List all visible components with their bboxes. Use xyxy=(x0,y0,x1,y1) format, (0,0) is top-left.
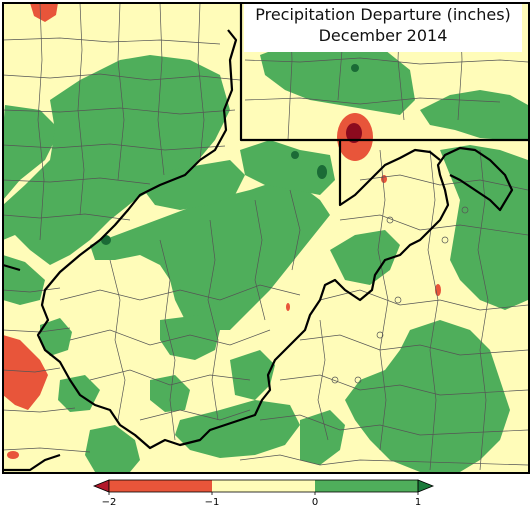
map-title: Precipitation Departure (inches) xyxy=(255,5,511,24)
above-normal-areas xyxy=(3,40,528,472)
colorbar-under-triangle xyxy=(92,479,110,493)
county-lines xyxy=(2,2,529,471)
map-frame xyxy=(2,2,530,474)
colorbar-tick-label: −2 xyxy=(101,497,117,508)
map-title-box: Precipitation Departure (inches) Decembe… xyxy=(244,4,522,52)
colorbar xyxy=(92,479,435,495)
colorbar-frame xyxy=(108,479,419,493)
colorbar-bin-2 xyxy=(315,480,418,492)
colorbar-tick-label: 0 xyxy=(311,497,319,508)
map-subtitle: December 2014 xyxy=(318,26,448,45)
colorbar-tick-label: −1 xyxy=(204,497,220,508)
below-normal-areas xyxy=(3,3,441,459)
colorbar-tick-label: 1 xyxy=(414,497,422,508)
colorbar-bin-0 xyxy=(109,480,212,492)
well-above-normal-areas xyxy=(101,64,359,245)
colorbar-over-triangle xyxy=(417,479,435,493)
colorbar-bin-1 xyxy=(212,480,315,492)
state-borders xyxy=(2,3,528,472)
well-below-normal-area xyxy=(346,123,362,143)
